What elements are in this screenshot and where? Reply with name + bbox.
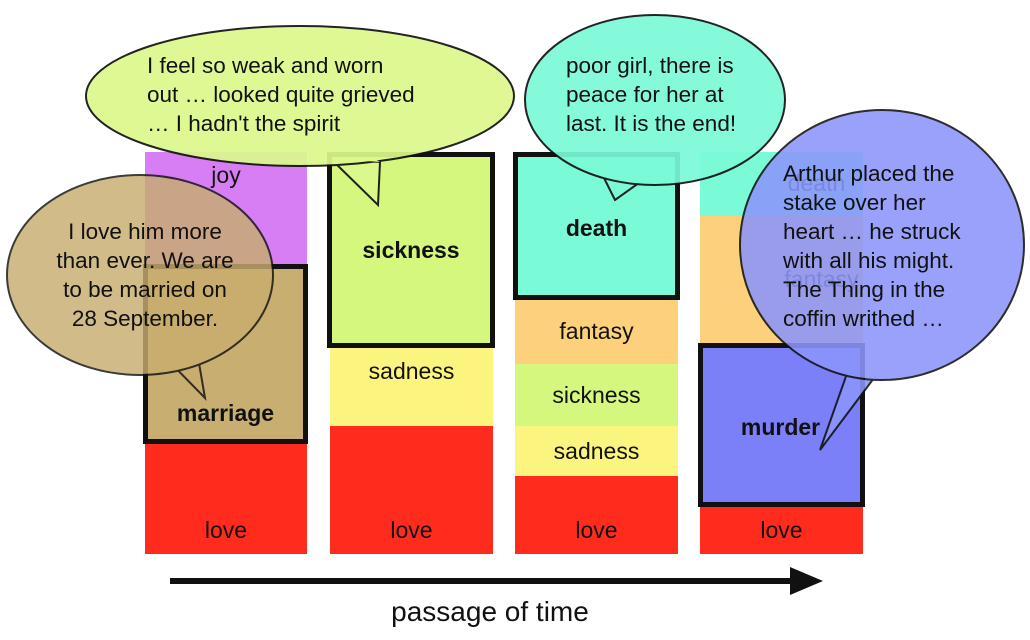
col2-sickness-box: sickness (327, 152, 495, 348)
col1-love-segment: love (145, 442, 307, 554)
col2-bubble-text: I feel so weak and worn out … looked qui… (147, 51, 487, 138)
col2-sadness-segment: sadness (330, 346, 493, 426)
col4-bubble-line: with all his might. (783, 248, 955, 273)
col3-sadness-label: sadness (553, 437, 640, 464)
col1-speech-bubble-seam (160, 334, 195, 352)
col4-bubble-line: Arthur placed the (783, 161, 955, 186)
col1-joy-label: joy (211, 162, 241, 188)
col3-fantasy-segment: fantasy (515, 298, 678, 364)
axis-label: passage of time (391, 596, 589, 627)
col2-speech-bubble-body (85, 25, 515, 167)
col3-sickness-label: sickness (552, 381, 641, 408)
col4-bubble-text: Arthur placed the stake over her heart …… (783, 159, 1003, 333)
col3-fantasy-label: fantasy (559, 317, 634, 344)
col2-bubble-line: out … looked quite grieved (147, 82, 415, 107)
col2-bubble-line: … I hadn't the spirit (147, 111, 341, 136)
col3-bubble-line: last. It is the end! (566, 111, 737, 136)
col4-love-segment: love (700, 506, 863, 554)
col2-speech-bubble (85, 25, 515, 208)
col1-bubble-text: I love him more than ever. We are to be … (20, 217, 270, 333)
col1-bubble-line: I love him more (68, 219, 222, 244)
col3-speech-bubble-seam (600, 160, 650, 175)
col3-bubble-line: peace for her at (566, 82, 724, 107)
col1-speech-bubble-body (6, 174, 274, 376)
col2-sickness-label: sickness (362, 237, 460, 263)
col3-sickness-segment: sickness (515, 364, 678, 426)
col4-bubble-line: coffin writhed … (783, 306, 944, 331)
col3-death-label: death (565, 215, 628, 241)
col3-love-segment: love (515, 476, 678, 554)
col2-sadness-label: sadness (368, 358, 455, 384)
col3-speech-bubble-body (524, 14, 786, 186)
col1-marriage-label: marriage (176, 400, 275, 426)
col2-speech-bubble-seam (330, 148, 380, 162)
col3-love-label: love (575, 517, 618, 543)
col4-bubble-line: The Thing in the (783, 277, 946, 302)
col1-bubble-line: 28 September. (71, 306, 219, 331)
col3-bubble-text: poor girl, there is peace for her at las… (566, 51, 786, 138)
col2-love-label: love (390, 517, 433, 543)
col1-love-label: love (204, 517, 248, 543)
col1-bubble-line: to be married on (63, 277, 227, 302)
col4-murder-label: murder (740, 414, 821, 440)
col3-sadness-segment: sadness (515, 426, 678, 476)
col2-love-segment: love (330, 426, 493, 554)
col4-love-label: love (760, 516, 803, 543)
col4-bubble-line: heart … he struck (783, 219, 961, 244)
col1-speech-bubble (6, 174, 274, 401)
col4-speech-bubble (739, 109, 1025, 451)
col4-speech-bubble-body (739, 109, 1025, 381)
col3-bubble-line: poor girl, there is (566, 53, 734, 78)
col2-bubble-line: I feel so weak and worn (147, 53, 384, 78)
col4-bubble-line: stake over her (783, 190, 926, 215)
col1-bubble-line: than ever. We are (56, 248, 234, 273)
col4-speech-bubble-seam (850, 355, 880, 370)
time-arrow-head (790, 567, 823, 595)
col3-speech-bubble (524, 14, 786, 202)
